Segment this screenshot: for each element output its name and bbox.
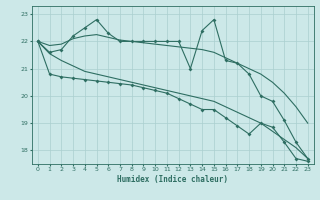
X-axis label: Humidex (Indice chaleur): Humidex (Indice chaleur): [117, 175, 228, 184]
